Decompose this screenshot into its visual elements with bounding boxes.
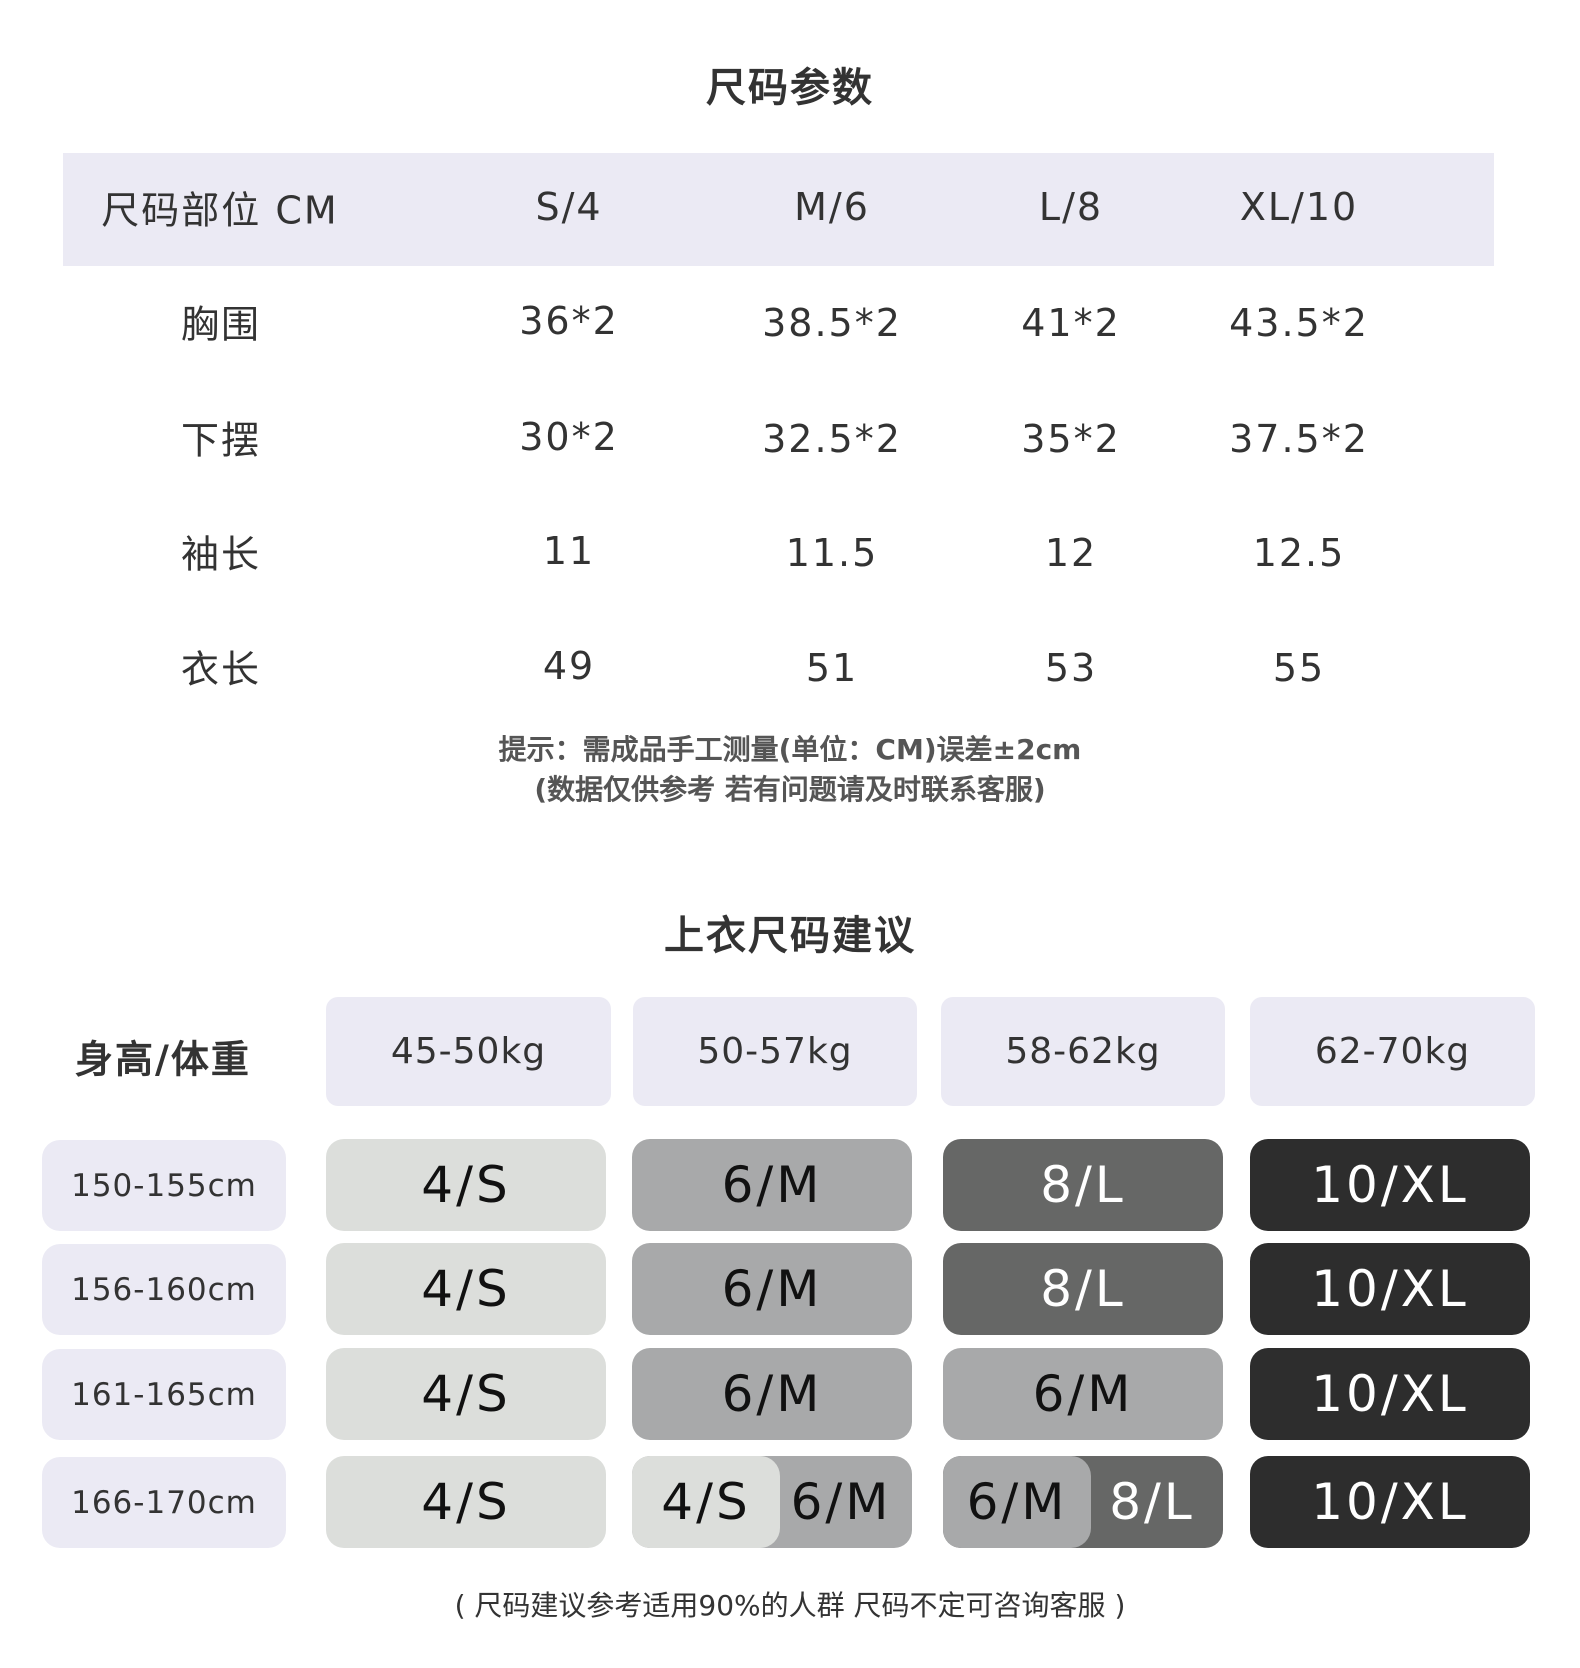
size-cell: 6/M <box>632 1348 912 1440</box>
weight-header: 62-70kg <box>1250 997 1535 1106</box>
table-cell: 11.5 <box>785 531 879 575</box>
table-cell: 49 <box>542 644 596 688</box>
size-cell: 6/M <box>632 1139 912 1231</box>
table-cell: 30*2 <box>519 415 619 459</box>
table-header-band <box>63 153 1494 266</box>
size-cell-part: 6/M <box>943 1456 1091 1548</box>
corner-label: 身高/体重 <box>75 1037 251 1082</box>
column-header: XL/10 <box>1239 185 1359 229</box>
column-header: M/6 <box>794 185 870 229</box>
table-cell: 41*2 <box>1021 301 1121 345</box>
height-label: 166-170cm <box>42 1457 286 1548</box>
size-cell: 6/M 8/L <box>943 1456 1223 1548</box>
table-cell: 12.5 <box>1252 531 1346 575</box>
table-cell: 11 <box>542 529 596 573</box>
table-cell: 53 <box>1044 646 1098 690</box>
table-cell: 36*2 <box>519 299 619 343</box>
height-label: 150-155cm <box>42 1140 286 1231</box>
column-header: S/4 <box>535 185 603 229</box>
row-label: 袖长 <box>180 532 262 577</box>
table-cell: 37.5*2 <box>1229 417 1369 461</box>
weight-header: 50-57kg <box>633 997 917 1106</box>
table-cell: 38.5*2 <box>762 301 902 345</box>
size-cell: 10/XL <box>1250 1243 1530 1335</box>
height-label: 161-165cm <box>42 1349 286 1440</box>
size-cell: 4/S <box>326 1139 606 1231</box>
recommend-title: 上衣尺码建议 <box>664 913 916 959</box>
table-cell: 12 <box>1044 531 1098 575</box>
size-cell-part: 6/M <box>790 1473 892 1531</box>
size-cell: 10/XL <box>1250 1139 1530 1231</box>
size-cell: 4/S <box>326 1243 606 1335</box>
weight-header: 45-50kg <box>326 997 611 1106</box>
measurement-note: 提示：需成品手工测量(单位：CM)误差±2cm <box>498 733 1082 766</box>
size-cell: 4/S <box>326 1456 606 1548</box>
size-cell: 4/S 6/M <box>632 1456 912 1548</box>
row-label: 胸围 <box>180 302 262 347</box>
table-cell: 35*2 <box>1021 417 1121 461</box>
size-cell: 4/S <box>326 1348 606 1440</box>
table-cell: 43.5*2 <box>1229 301 1369 345</box>
size-cell: 8/L <box>943 1243 1223 1335</box>
column-header: L/8 <box>1038 185 1104 229</box>
size-cell: 8/L <box>943 1139 1223 1231</box>
column-header: 尺码部位 CM <box>101 188 339 233</box>
size-cell-part: 4/S <box>632 1456 780 1548</box>
table-cell: 32.5*2 <box>762 417 902 461</box>
table-cell: 51 <box>805 646 859 690</box>
table-cell: 55 <box>1272 646 1326 690</box>
size-cell: 10/XL <box>1250 1348 1530 1440</box>
disclaimer-note: (数据仅供参考 若有问题请及时联系客服) <box>534 773 1046 806</box>
size-cell: 10/XL <box>1250 1456 1530 1548</box>
row-label: 下摆 <box>180 418 262 463</box>
footnote: ( 尺码建议参考适用90%的人群 尺码不定可咨询客服 ) <box>454 1589 1126 1622</box>
row-label: 衣长 <box>180 647 262 692</box>
size-cell: 6/M <box>632 1243 912 1335</box>
weight-header: 58-62kg <box>941 997 1225 1106</box>
size-cell-part: 8/L <box>1109 1473 1195 1531</box>
size-cell: 6/M <box>943 1348 1223 1440</box>
size-params-title: 尺码参数 <box>706 65 874 111</box>
height-label: 156-160cm <box>42 1244 286 1335</box>
